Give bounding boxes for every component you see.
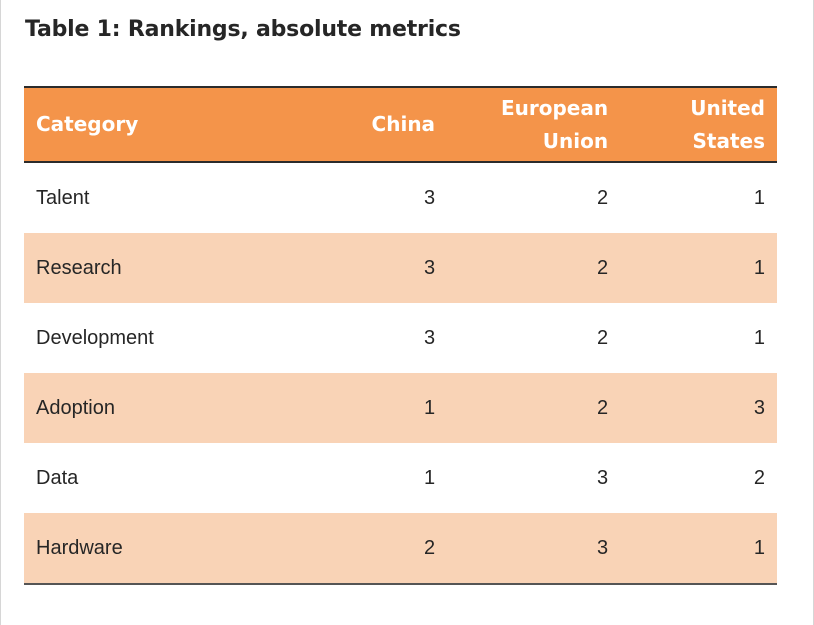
header-eu-line1: European [500,95,609,120]
header-united-states: United States [620,87,777,162]
cell-eu: 3 [596,536,609,559]
header-us-line1: United [690,95,765,120]
cell-us: 2 [753,466,765,489]
cell-china: 2 [423,536,436,559]
rankings-table: Category China European Union United Sta… [24,86,777,585]
cell-eu: 2 [596,396,609,419]
cell-category: Data [36,466,79,489]
header-us-line2: States [692,128,766,153]
cell-us: 3 [753,396,765,419]
cell-category: Hardware [36,536,123,559]
cell-us: 1 [753,256,765,279]
table-row: Hardware 2 3 1 [24,513,777,584]
cell-eu: 2 [596,326,609,349]
table-header-row: Category China European Union United Sta… [24,87,777,162]
cell-category: Adoption [36,396,115,419]
cell-category: Development [36,326,154,349]
header-eu-line2: Union [542,128,609,153]
cell-category: Talent [36,186,90,209]
table-row: Data 1 3 2 [24,443,777,513]
cell-china: 3 [423,256,436,279]
cell-china: 3 [423,326,436,349]
cell-china: 1 [423,396,436,419]
table-row: Talent 3 2 1 [24,162,777,233]
table-row: Adoption 1 2 3 [24,373,777,443]
header-european-union: European Union [447,87,620,162]
header-category: Category [36,112,139,136]
table-row: Research 3 2 1 [24,233,777,303]
cell-us: 1 [753,326,765,349]
table-title: Table 1: Rankings, absolute metrics [25,17,461,42]
cell-us: 1 [753,186,765,209]
table-row: Development 3 2 1 [24,303,777,373]
cell-china: 3 [423,186,436,209]
cell-category: Research [36,256,122,279]
cell-eu: 3 [596,466,609,489]
header-china: China [371,112,436,136]
cell-eu: 2 [596,256,609,279]
cell-us: 1 [753,536,765,559]
cell-china: 1 [423,466,436,489]
cell-eu: 2 [596,186,609,209]
